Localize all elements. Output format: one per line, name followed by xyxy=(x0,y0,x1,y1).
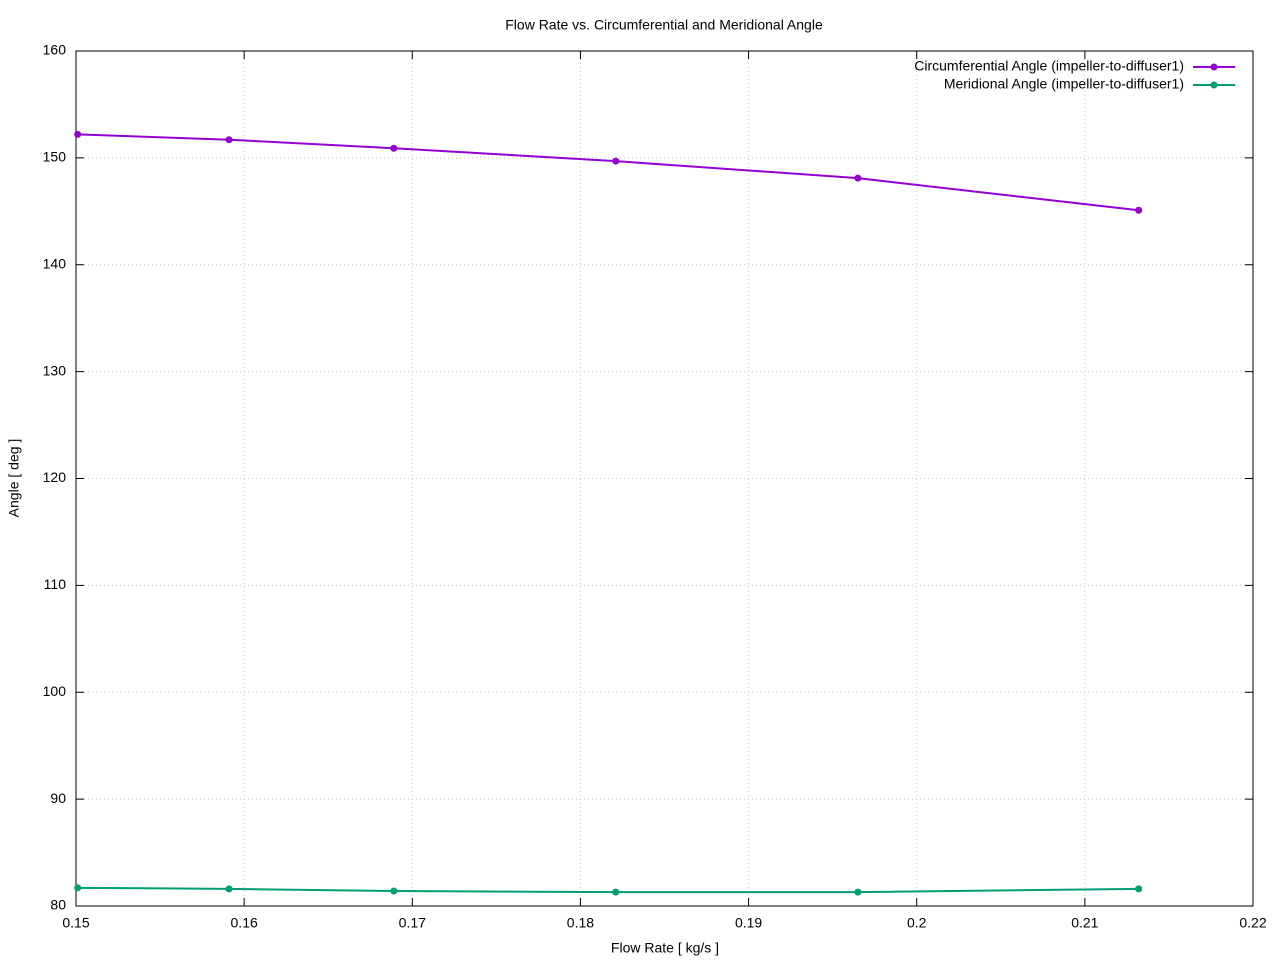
data-point xyxy=(74,130,82,138)
data-point xyxy=(612,157,620,165)
x-axis-label: Flow Rate [ kg/s ] xyxy=(611,940,719,956)
x-tick-label: 0.18 xyxy=(567,915,594,931)
y-tick-label: 120 xyxy=(43,469,67,485)
x-tick-label: 0.16 xyxy=(231,915,258,931)
y-tick-label: 100 xyxy=(43,683,67,699)
y-axis-label: Angle [ deg ] xyxy=(6,439,22,518)
data-point xyxy=(612,888,620,896)
data-point xyxy=(390,144,398,152)
data-point xyxy=(854,888,862,896)
data-point xyxy=(390,887,398,895)
y-tick-label: 150 xyxy=(43,149,67,165)
y-tick-label: 160 xyxy=(43,42,67,58)
y-tick-label: 90 xyxy=(50,790,66,806)
series-line xyxy=(77,886,1139,894)
legend-marker xyxy=(1210,63,1218,71)
x-tick-label: 0.22 xyxy=(1239,915,1266,931)
x-tick-label: 0.17 xyxy=(399,915,426,931)
plot-frame xyxy=(75,50,1254,907)
data-point xyxy=(225,885,233,893)
chart-title: Flow Rate vs. Circumferential and Meridi… xyxy=(505,17,823,33)
x-tick-label: 0.2 xyxy=(907,915,927,931)
data-point xyxy=(1135,885,1143,893)
data-point xyxy=(854,174,862,182)
legend-label: Circumferential Angle (impeller-to-diffu… xyxy=(914,58,1184,74)
y-tick-label: 110 xyxy=(44,576,67,592)
x-tick-label: 0.19 xyxy=(735,915,762,931)
series-line xyxy=(77,133,1139,212)
y-tick-label: 140 xyxy=(43,255,67,271)
x-tick-label: 0.21 xyxy=(1071,915,1098,931)
legend-label: Meridional Angle (impeller-to-diffuser1) xyxy=(944,76,1184,92)
data-point xyxy=(74,884,82,892)
data-point xyxy=(225,136,233,144)
y-tick-label: 80 xyxy=(50,897,66,913)
y-tick-label: 130 xyxy=(43,362,67,378)
legend-marker xyxy=(1210,81,1218,89)
x-tick-label: 0.15 xyxy=(62,915,89,931)
data-point xyxy=(1135,206,1143,214)
